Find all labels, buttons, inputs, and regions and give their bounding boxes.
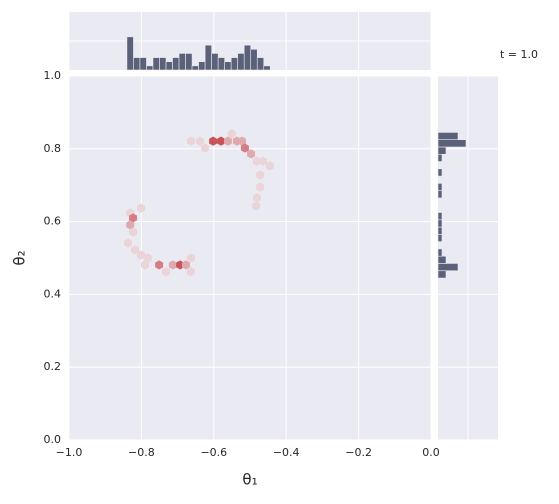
hex-bin [259, 156, 268, 166]
hex-bin [240, 143, 249, 153]
histogram-bar [204, 44, 212, 71]
histogram-bar [243, 44, 252, 71]
histogram-bar [185, 53, 193, 71]
hex-bin [223, 136, 232, 146]
histogram-bar [437, 270, 447, 279]
histogram-bar [437, 146, 447, 155]
histogram-bar [437, 212, 443, 221]
histogram-bar [172, 57, 180, 71]
histogram-bar [191, 65, 199, 71]
hex-bin [247, 149, 256, 159]
histogram-bar [437, 234, 443, 242]
hex-bin [141, 260, 149, 270]
histogram-bar [437, 226, 443, 235]
x-tick-label: −0.4 [273, 446, 300, 459]
annotation: t = 1.0 [500, 48, 538, 61]
hex-bin [137, 250, 146, 260]
hex-bin [126, 220, 135, 230]
histogram-bar [437, 183, 443, 191]
hex-bin [181, 260, 190, 270]
histogram-bar [437, 168, 443, 177]
y-axis-label: θ₂ [11, 250, 29, 265]
x-tick-label: −0.6 [200, 446, 227, 459]
hex-bin [238, 136, 247, 146]
x-tick-label: −0.2 [345, 446, 372, 459]
histogram-bar [126, 36, 134, 71]
hex-bin [187, 267, 195, 277]
hex-bin [124, 238, 132, 248]
hex-bin [187, 136, 195, 146]
x-axis-label: θ₁ [242, 471, 257, 489]
x-tick-label: −0.8 [128, 446, 155, 459]
histogram-bar [152, 57, 160, 71]
hex-bin [217, 136, 226, 146]
hex-bin [252, 193, 261, 203]
hex-bin [168, 260, 177, 270]
hex-bin [137, 203, 146, 213]
hex-bin [252, 201, 261, 211]
x-tick-label: −1.0 [56, 446, 83, 459]
hex-bin [209, 136, 218, 146]
y-tick-label: 1.0 [44, 69, 62, 82]
y-tick-label: 0.8 [44, 142, 62, 155]
hex-bin [252, 156, 261, 166]
histogram-bar [437, 139, 467, 148]
hex-bin [130, 245, 139, 255]
hex-bin [129, 227, 138, 237]
hex-bin [162, 267, 170, 277]
histogram-bar [139, 57, 147, 71]
x-tick-label: 0.0 [422, 446, 440, 459]
histogram-bar [165, 61, 173, 71]
histogram-bar [437, 219, 443, 228]
hex-bin [227, 129, 236, 139]
histogram-bar [437, 153, 443, 162]
histogram-bar [237, 53, 245, 71]
histogram-bar [263, 65, 271, 71]
hex-bin [256, 170, 265, 180]
histogram-bar [146, 65, 154, 71]
y-tick-label: 0.6 [44, 215, 62, 228]
hex-bin [129, 213, 138, 223]
hex-bin [196, 136, 205, 146]
histogram-bar [256, 57, 265, 71]
histogram-bar [437, 132, 459, 140]
histogram-bar [230, 57, 238, 71]
histogram-bar [211, 53, 219, 71]
y-tick-label: 0.4 [44, 287, 62, 300]
histogram-bar [437, 248, 443, 257]
histogram-bar [178, 53, 186, 71]
hex-bin [187, 253, 195, 263]
hex-bin [201, 143, 210, 153]
histogram-bar [437, 190, 443, 199]
histogram-bar [437, 255, 447, 264]
histogram-bar [198, 61, 206, 71]
histogram-bar [250, 48, 258, 71]
main-axes [69, 76, 431, 440]
histogram-bar [133, 57, 141, 71]
hex-bin [155, 260, 164, 270]
hex-bin [265, 161, 274, 171]
hex-bin [256, 182, 265, 192]
histogram-bar [437, 263, 459, 272]
histogram-bar [159, 57, 167, 71]
y-tick-label: 0.2 [44, 360, 62, 373]
hex-bin [143, 253, 152, 263]
y-tick-label: 0.0 [44, 433, 62, 446]
histogram-bar [217, 57, 225, 71]
histogram-bar [224, 61, 232, 71]
